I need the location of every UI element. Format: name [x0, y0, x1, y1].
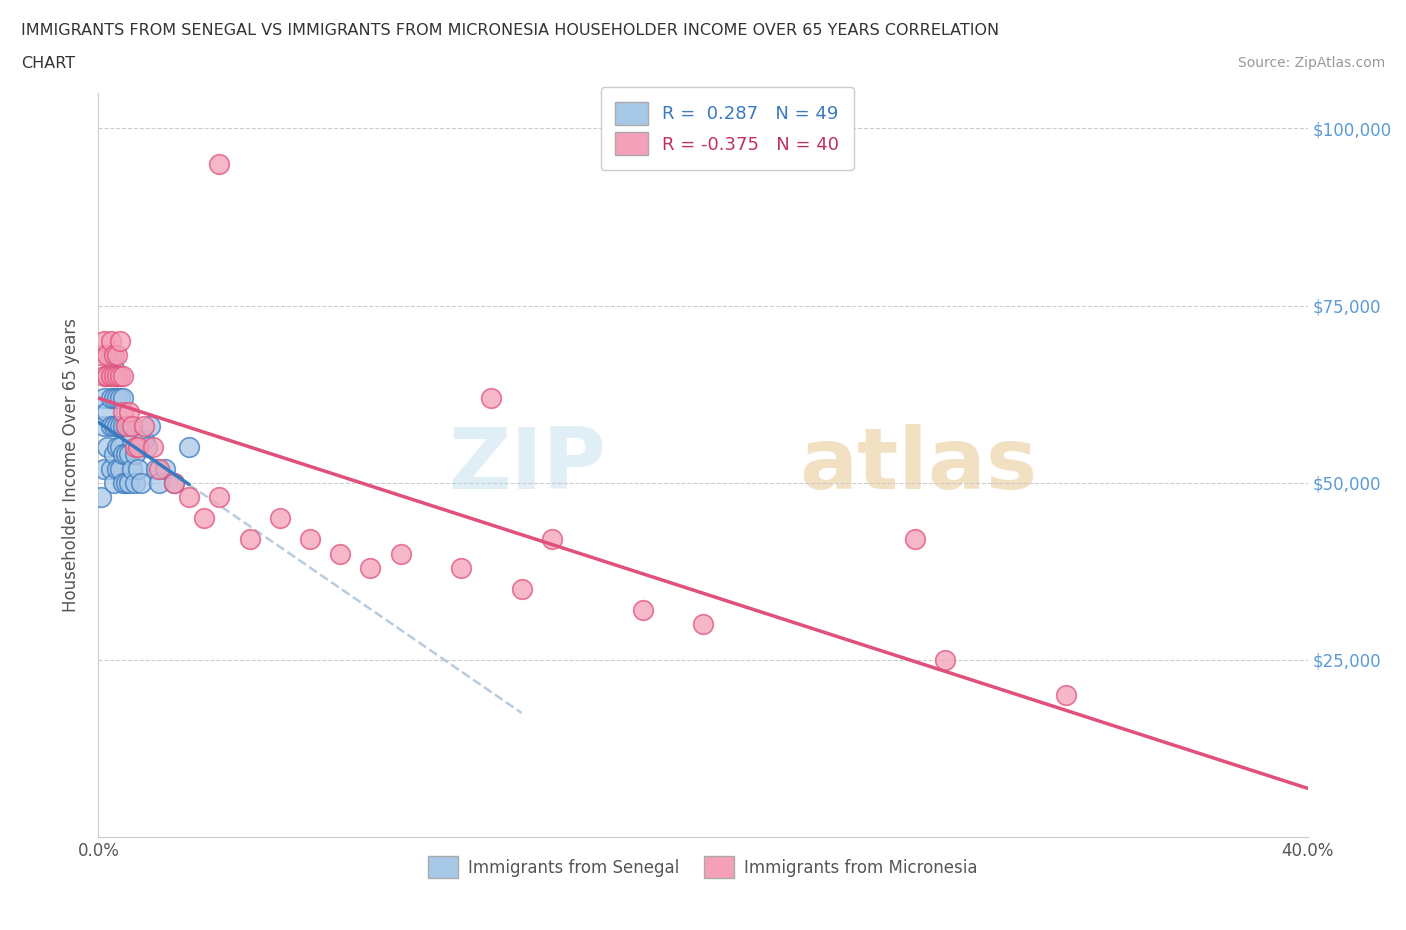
Point [124, 440, 146, 455]
Point [360, 560, 382, 575]
Legend: Immigrants from Senegal, Immigrants from Micronesia: Immigrants from Senegal, Immigrants from… [422, 850, 984, 884]
Point [389, 546, 412, 561]
Point [100, 418, 122, 433]
Point [132, 432, 155, 447]
Point [135, 440, 157, 455]
Point [118, 475, 141, 490]
Point [450, 560, 472, 575]
Point [121, 432, 143, 447]
Point [148, 475, 170, 490]
Point [111, 418, 134, 433]
Point [1054, 688, 1077, 703]
Point [111, 369, 134, 384]
Point [124, 475, 146, 490]
Point [153, 461, 176, 476]
Point [103, 475, 125, 490]
Point [103, 391, 125, 405]
Point [127, 461, 149, 476]
Point [96, 369, 118, 384]
Point [103, 362, 125, 377]
Point [96, 348, 118, 363]
Point [111, 447, 134, 462]
Point [208, 489, 231, 504]
Point [631, 603, 654, 618]
Point [96, 405, 118, 419]
Point [105, 461, 128, 476]
Point [114, 418, 136, 433]
Point [163, 475, 186, 490]
Point [108, 418, 131, 433]
Point [103, 369, 125, 384]
Point [105, 369, 128, 384]
Point [108, 369, 131, 384]
Point [103, 447, 125, 462]
Point [114, 418, 136, 433]
Point [103, 348, 125, 363]
Point [540, 532, 562, 547]
Point [100, 461, 122, 476]
Point [934, 653, 956, 668]
Point [127, 440, 149, 455]
Point [121, 461, 143, 476]
Point [100, 334, 122, 349]
Point [111, 405, 134, 419]
Y-axis label: Householder Income Over 65 years: Householder Income Over 65 years [62, 318, 80, 612]
Point [103, 418, 125, 433]
Point [193, 511, 215, 525]
Point [105, 369, 128, 384]
Point [105, 391, 128, 405]
Point [100, 348, 122, 363]
Point [118, 405, 141, 419]
Point [163, 475, 186, 490]
Point [108, 440, 131, 455]
Point [93, 369, 115, 384]
Point [108, 461, 131, 476]
Text: IMMIGRANTS FROM SENEGAL VS IMMIGRANTS FROM MICRONESIA HOUSEHOLDER INCOME OVER 65: IMMIGRANTS FROM SENEGAL VS IMMIGRANTS FR… [21, 23, 1000, 38]
Text: CHART: CHART [21, 56, 75, 71]
Point [108, 334, 131, 349]
Point [129, 475, 152, 490]
Point [124, 447, 146, 462]
Point [114, 447, 136, 462]
Point [93, 418, 115, 433]
Point [142, 440, 165, 455]
Point [145, 461, 167, 476]
Point [132, 418, 155, 433]
Point [114, 475, 136, 490]
Point [118, 447, 141, 462]
Point [299, 532, 322, 547]
Point [111, 475, 134, 490]
Point [208, 156, 231, 171]
Point [111, 391, 134, 405]
Point [90, 489, 112, 504]
Point [692, 617, 714, 631]
Point [100, 369, 122, 384]
Point [96, 369, 118, 384]
Text: ZIP: ZIP [449, 423, 606, 507]
Point [510, 581, 533, 596]
Point [139, 418, 162, 433]
Text: atlas: atlas [800, 423, 1038, 507]
Point [179, 489, 201, 504]
Point [179, 440, 201, 455]
Point [90, 348, 112, 363]
Point [269, 511, 291, 525]
Point [329, 546, 352, 561]
Point [100, 391, 122, 405]
Point [239, 532, 262, 547]
Point [108, 391, 131, 405]
Point [105, 418, 128, 433]
Point [481, 391, 503, 405]
Point [96, 440, 118, 455]
Point [148, 461, 170, 476]
Point [105, 440, 128, 455]
Point [904, 532, 927, 547]
Point [93, 461, 115, 476]
Point [93, 334, 115, 349]
Point [121, 418, 143, 433]
Point [105, 348, 128, 363]
Point [118, 418, 141, 433]
Point [93, 391, 115, 405]
Text: Source: ZipAtlas.com: Source: ZipAtlas.com [1237, 56, 1385, 70]
